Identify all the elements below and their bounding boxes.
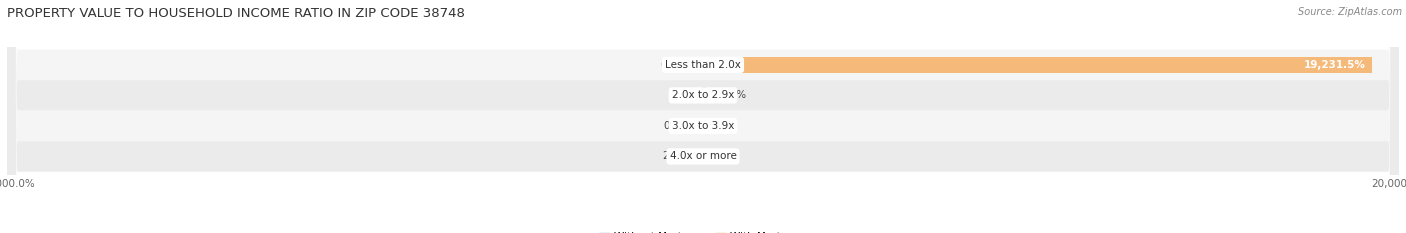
Text: PROPERTY VALUE TO HOUSEHOLD INCOME RATIO IN ZIP CODE 38748: PROPERTY VALUE TO HOUSEHOLD INCOME RATIO… [7, 7, 465, 20]
FancyBboxPatch shape [7, 0, 1399, 233]
Text: 19,231.5%: 19,231.5% [1303, 60, 1365, 70]
Text: 25.3%: 25.3% [662, 151, 695, 161]
Text: Less than 2.0x: Less than 2.0x [665, 60, 741, 70]
Text: 2.0x to 2.9x: 2.0x to 2.9x [672, 90, 734, 100]
Legend: Without Mortgage, With Mortgage: Without Mortgage, With Mortgage [595, 228, 811, 233]
Text: 7.9%: 7.9% [669, 90, 696, 100]
Text: 82.4%: 82.4% [713, 90, 747, 100]
Text: 2.5%: 2.5% [710, 121, 737, 131]
FancyBboxPatch shape [7, 0, 1399, 233]
Text: 4.0x or more: 4.0x or more [669, 151, 737, 161]
Text: 0.87%: 0.87% [664, 121, 696, 131]
Text: 66.0%: 66.0% [661, 60, 693, 70]
Text: 4.3%: 4.3% [710, 151, 737, 161]
Bar [703, 87, 706, 103]
Text: 3.0x to 3.9x: 3.0x to 3.9x [672, 121, 734, 131]
FancyBboxPatch shape [7, 0, 1399, 233]
FancyBboxPatch shape [7, 0, 1399, 233]
Bar [700, 57, 703, 73]
Bar [703, 57, 1372, 73]
Text: Source: ZipAtlas.com: Source: ZipAtlas.com [1298, 7, 1402, 17]
